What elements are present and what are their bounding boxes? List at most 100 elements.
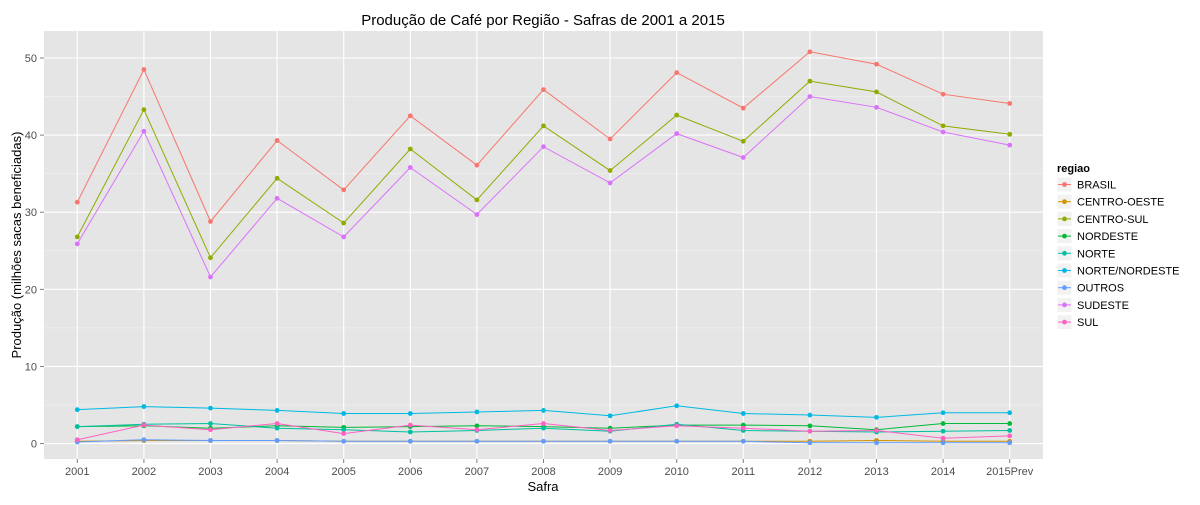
data-point-sudeste xyxy=(541,144,546,150)
data-point-centro-sul xyxy=(940,123,946,129)
data-point-sul xyxy=(74,437,80,443)
data-point-sul xyxy=(141,422,147,428)
series-brasil xyxy=(74,49,1013,224)
data-point-centro-sul xyxy=(274,175,280,181)
legend-item-outros: OUTROS xyxy=(1056,279,1124,296)
data-point-outros xyxy=(607,438,613,444)
data-point-brasil xyxy=(407,113,413,119)
data-point-sul xyxy=(740,425,746,431)
data-point-centro-sul xyxy=(740,138,746,144)
data-point-norte xyxy=(341,427,347,433)
data-point-outros xyxy=(341,438,347,444)
data-point-outros xyxy=(541,438,546,444)
data-point-nordeste xyxy=(474,423,480,429)
data-point-sudeste xyxy=(740,155,746,160)
legend-item-sudeste: SUDESTE xyxy=(1056,296,1129,313)
data-point-sudeste xyxy=(674,131,680,136)
data-point-sudeste xyxy=(407,165,413,170)
major-gridlines xyxy=(44,31,1043,459)
x-tick-label: 2005 xyxy=(331,466,355,478)
data-point-norte-nordeste xyxy=(1007,410,1013,416)
x-tick-label: 2007 xyxy=(465,466,489,478)
data-point-sudeste xyxy=(474,212,480,217)
legend-key-point xyxy=(1062,268,1067,273)
legend-label: SUL xyxy=(1077,317,1098,329)
series-sudeste xyxy=(74,94,1013,280)
y-tick-label: 40 xyxy=(25,130,37,142)
data-point-outros xyxy=(740,438,746,444)
legend-item-norte: NORTE xyxy=(1056,245,1115,262)
data-point-brasil xyxy=(474,162,480,168)
y-axis-title: Produção (milhões sacas beneficiadas) xyxy=(9,132,24,359)
legend-key-point xyxy=(1062,319,1067,325)
legend-label: CENTRO-OESTE xyxy=(1077,197,1164,209)
x-axis-title: Safra xyxy=(527,479,559,494)
legend-label: BRASIL xyxy=(1077,180,1116,192)
data-point-norte-nordeste xyxy=(674,403,680,409)
data-point-sul xyxy=(541,421,546,426)
data-point-sudeste xyxy=(274,195,280,201)
legend-key-point xyxy=(1062,302,1067,308)
legend-key-point xyxy=(1062,233,1067,239)
series-layer xyxy=(74,49,1013,446)
data-point-centro-sul xyxy=(208,255,213,261)
data-point-centro-sul xyxy=(807,78,813,84)
data-point-outros xyxy=(674,438,680,444)
data-point-centro-sul xyxy=(1007,131,1013,137)
data-point-centro-sul xyxy=(674,112,680,118)
data-point-outros xyxy=(141,437,147,443)
data-point-sudeste xyxy=(807,94,813,99)
data-point-nordeste xyxy=(940,421,946,426)
data-point-outros xyxy=(274,438,280,443)
data-point-sul xyxy=(407,422,413,428)
data-point-norte xyxy=(940,428,946,434)
data-point-centro-sul xyxy=(341,220,347,226)
data-point-sul xyxy=(274,421,280,426)
legend-key-point xyxy=(1062,216,1067,222)
x-tick-label: 2013 xyxy=(864,466,888,478)
legend-item-brasil: BRASIL xyxy=(1056,176,1116,193)
series-sul xyxy=(74,421,1013,443)
data-point-norte-nordeste xyxy=(940,410,946,416)
data-point-sudeste xyxy=(341,234,347,240)
legend-title: regiao xyxy=(1057,163,1090,175)
data-point-centro-sul xyxy=(74,234,80,240)
legend-label: SUDESTE xyxy=(1077,300,1129,312)
data-point-sul xyxy=(807,428,813,434)
data-point-outros xyxy=(1007,440,1013,446)
data-point-sudeste xyxy=(874,104,879,110)
data-point-norte-nordeste xyxy=(208,405,213,411)
data-point-brasil xyxy=(74,199,80,205)
data-point-centro-sul xyxy=(541,123,546,129)
data-point-norte-nordeste xyxy=(141,404,147,409)
y-tick-label: 20 xyxy=(25,284,37,296)
x-tick-label: 2008 xyxy=(531,466,555,478)
legend-label: NORTE/NORDESTE xyxy=(1077,266,1179,278)
data-point-sul xyxy=(474,427,480,433)
legend-label: NORDESTE xyxy=(1077,231,1138,243)
data-point-nordeste xyxy=(1007,421,1013,426)
data-point-centro-sul xyxy=(407,146,413,152)
data-point-brasil xyxy=(740,105,746,111)
data-point-sudeste xyxy=(141,128,147,134)
data-point-sudeste xyxy=(74,241,80,247)
data-point-sul xyxy=(874,428,879,433)
data-point-outros xyxy=(874,440,879,446)
y-tick-label: 30 xyxy=(25,207,37,219)
data-point-centro-sul xyxy=(141,107,147,113)
series-norte-nordeste xyxy=(74,403,1013,420)
data-point-sudeste xyxy=(607,180,613,186)
data-point-norte-nordeste xyxy=(407,411,413,416)
data-point-norte-nordeste xyxy=(607,413,613,419)
data-point-centro-sul xyxy=(874,89,879,95)
x-tick-label: 2010 xyxy=(664,466,688,478)
data-point-outros xyxy=(940,440,946,446)
legend-item-centro-sul: CENTRO-SUL xyxy=(1056,210,1149,227)
data-point-brasil xyxy=(141,67,147,72)
data-point-sul xyxy=(341,431,347,436)
data-point-norte-nordeste xyxy=(740,411,746,416)
series-centro-sul xyxy=(74,78,1013,261)
data-point-sudeste xyxy=(940,129,946,135)
y-tick-label: 0 xyxy=(31,439,37,451)
legend-item-nordeste: NORDESTE xyxy=(1056,228,1138,245)
